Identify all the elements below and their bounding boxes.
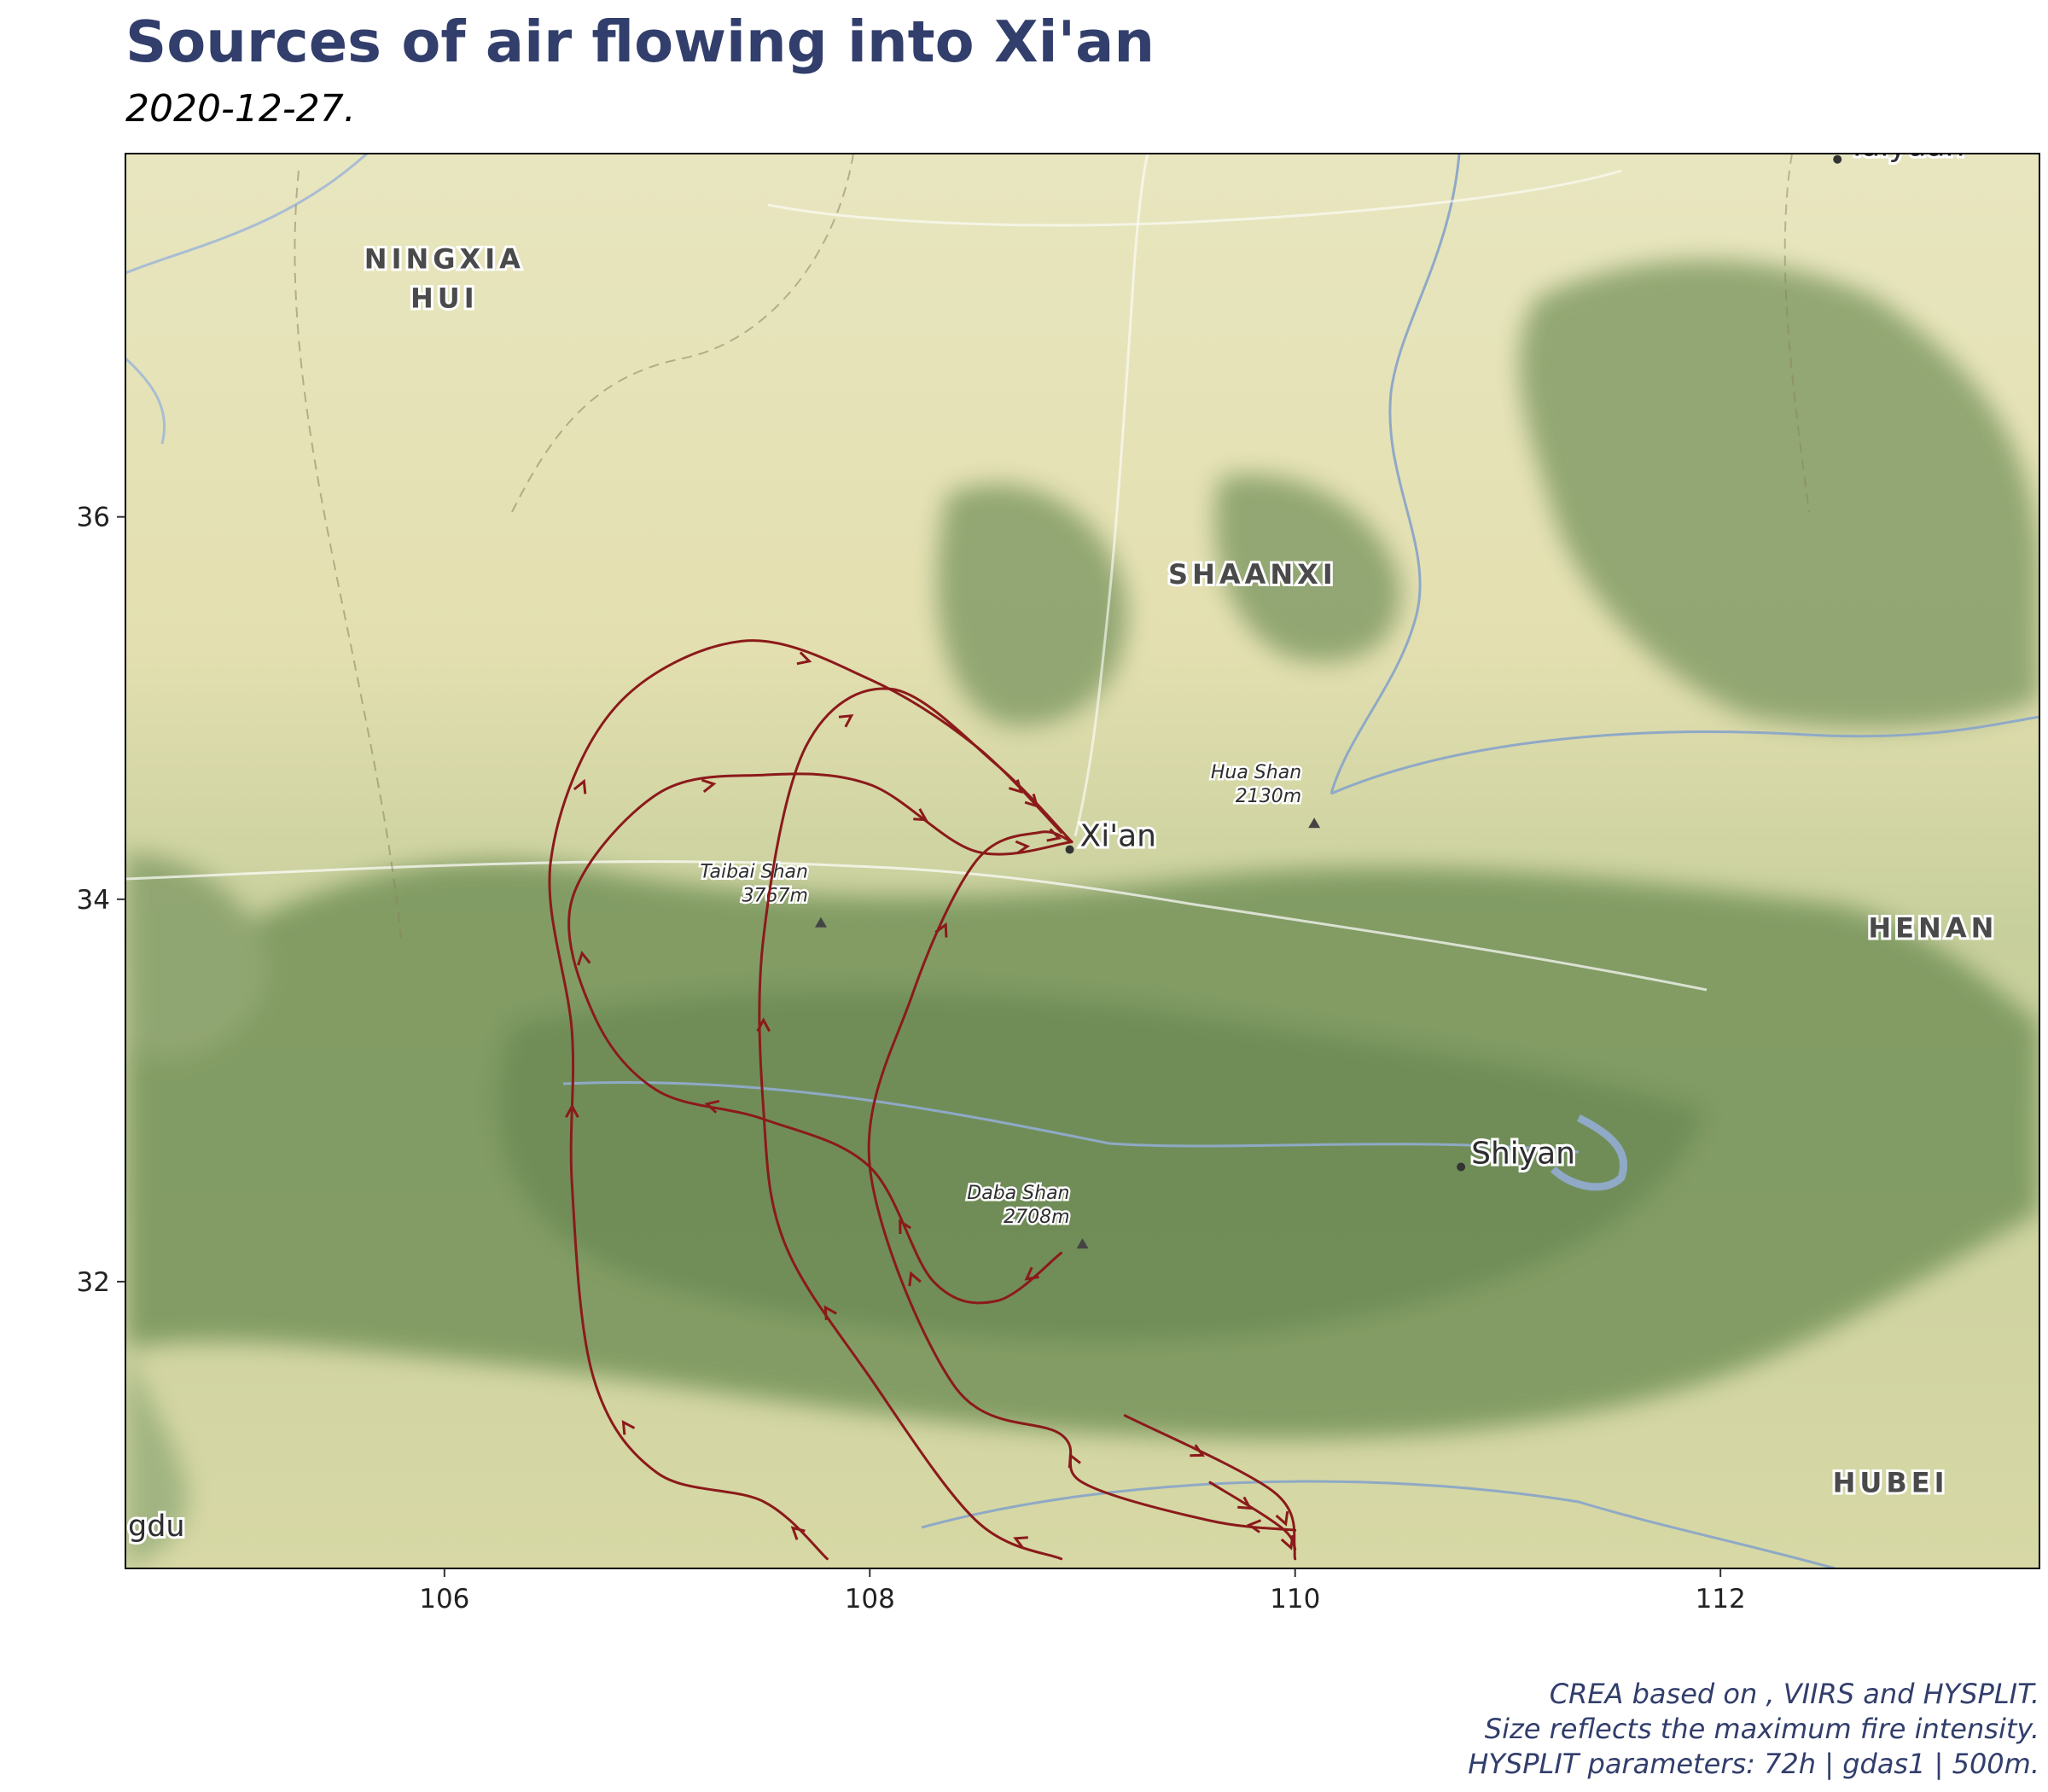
peak-marker bbox=[814, 916, 827, 928]
peak-height: 3767m bbox=[742, 886, 808, 907]
trajectory-arrow bbox=[1024, 794, 1039, 808]
city-marker bbox=[1457, 1162, 1466, 1172]
trajectory-arrow bbox=[1068, 1452, 1081, 1469]
y-axis: 32 34 36 bbox=[77, 503, 125, 1298]
trajectory-arrow bbox=[565, 1103, 579, 1119]
trajectory-line bbox=[867, 830, 1297, 1532]
caption-line: CREA based on , VIIRS and HYSPLIT. bbox=[1549, 1678, 2039, 1710]
peak-name: Taibai Shan bbox=[700, 862, 808, 883]
trajectory-arrow bbox=[1275, 1510, 1289, 1527]
peak-name: Hua Shan bbox=[1211, 762, 1301, 783]
region-label: HUI bbox=[410, 282, 479, 314]
chart-title: Sources of air flowing into Xi'an bbox=[125, 9, 1155, 75]
peak-marker bbox=[1076, 1238, 1089, 1249]
map-frame bbox=[125, 153, 2040, 1569]
trajectory-arrow bbox=[1013, 1536, 1028, 1550]
peak-labels: Taibai Shan 3767m Hua Shan 2130m Daba Shan 27… bbox=[698, 760, 1321, 1249]
trajectory-arrow bbox=[823, 1305, 837, 1320]
map-panel: NINGXIA HUI SHAANXI HENAN HUBEI Taibai Shan 3… bbox=[125, 129, 2039, 1568]
trajectory-arrow bbox=[934, 922, 948, 938]
y-tick-label: 32 bbox=[77, 1267, 110, 1298]
chart-subtitle: 2020-12-27. bbox=[125, 87, 356, 131]
x-tick-label: 110 bbox=[1270, 1584, 1320, 1615]
terrain-relief bbox=[125, 259, 2039, 1568]
trajectory-arrow bbox=[1024, 1266, 1039, 1281]
basemap-attribution: gdu bbox=[128, 1510, 185, 1544]
region-label: HENAN bbox=[1868, 912, 1998, 945]
city-label: Taiyuan bbox=[1847, 129, 1964, 164]
y-tick-label: 36 bbox=[77, 503, 110, 533]
trajectory-arrow bbox=[796, 651, 812, 666]
trajectory-arrow bbox=[1190, 1444, 1205, 1457]
peak-marker bbox=[1308, 817, 1321, 829]
trajectory-arrow bbox=[621, 1420, 636, 1435]
city-marker bbox=[1833, 154, 1842, 164]
trajectory-line bbox=[567, 772, 1073, 1305]
trajectories bbox=[548, 639, 1297, 1561]
trajectory-arrow bbox=[1046, 828, 1062, 842]
trajectory-arrow bbox=[573, 778, 587, 794]
trajectory-arrow bbox=[1015, 840, 1031, 855]
trajectory-arrow bbox=[838, 713, 854, 728]
trajectory-arrow bbox=[790, 1526, 806, 1540]
trajectory-arrow bbox=[701, 778, 717, 794]
caption-line: HYSPLIT parameters: 72h | gdas1 | 500m. bbox=[1468, 1748, 2039, 1780]
caption-line: Size reflects the maximum fire intensity… bbox=[1484, 1713, 2039, 1745]
region-labels: NINGXIA HUI SHAANXI HENAN HUBEI bbox=[362, 240, 1998, 1501]
x-tick-label: 108 bbox=[845, 1584, 895, 1615]
region-label: NINGXIA bbox=[364, 242, 525, 275]
region-label: SHAANXI bbox=[1168, 558, 1337, 591]
x-axis: 106 108 110 112 bbox=[419, 1568, 1746, 1615]
y-tick-label: 34 bbox=[77, 885, 110, 916]
city-labels: Xi'an Shiyan Taiyuan bbox=[1065, 129, 1967, 1173]
city-marker bbox=[1065, 845, 1074, 854]
trajectory-arrow bbox=[704, 1099, 720, 1114]
trajectory-arrow bbox=[1237, 1496, 1253, 1510]
x-tick-label: 112 bbox=[1696, 1584, 1746, 1615]
trajectory-line bbox=[1123, 1414, 1297, 1551]
peak-name: Daba Shan bbox=[967, 1183, 1069, 1204]
city-label: Shiyan bbox=[1471, 1136, 1575, 1171]
peak-height: 2708m bbox=[1004, 1207, 1069, 1228]
trajectory-arrow bbox=[899, 1219, 912, 1234]
trajectory-arrow bbox=[913, 808, 928, 822]
city-label: Xi'an bbox=[1080, 819, 1156, 854]
peak-height: 2130m bbox=[1236, 786, 1301, 807]
x-tick-label: 106 bbox=[419, 1584, 469, 1615]
region-label: HUBEI bbox=[1833, 1466, 1949, 1498]
trajectory-line bbox=[548, 639, 1063, 1561]
rivers-and-roads bbox=[125, 154, 2039, 1568]
trajectory-arrow bbox=[756, 1017, 771, 1033]
trajectory-arrow bbox=[577, 950, 591, 966]
trajectory-arrow bbox=[1280, 1534, 1295, 1551]
trajectory-arrow bbox=[1246, 1519, 1262, 1533]
trajectory-arrow bbox=[908, 1271, 922, 1287]
